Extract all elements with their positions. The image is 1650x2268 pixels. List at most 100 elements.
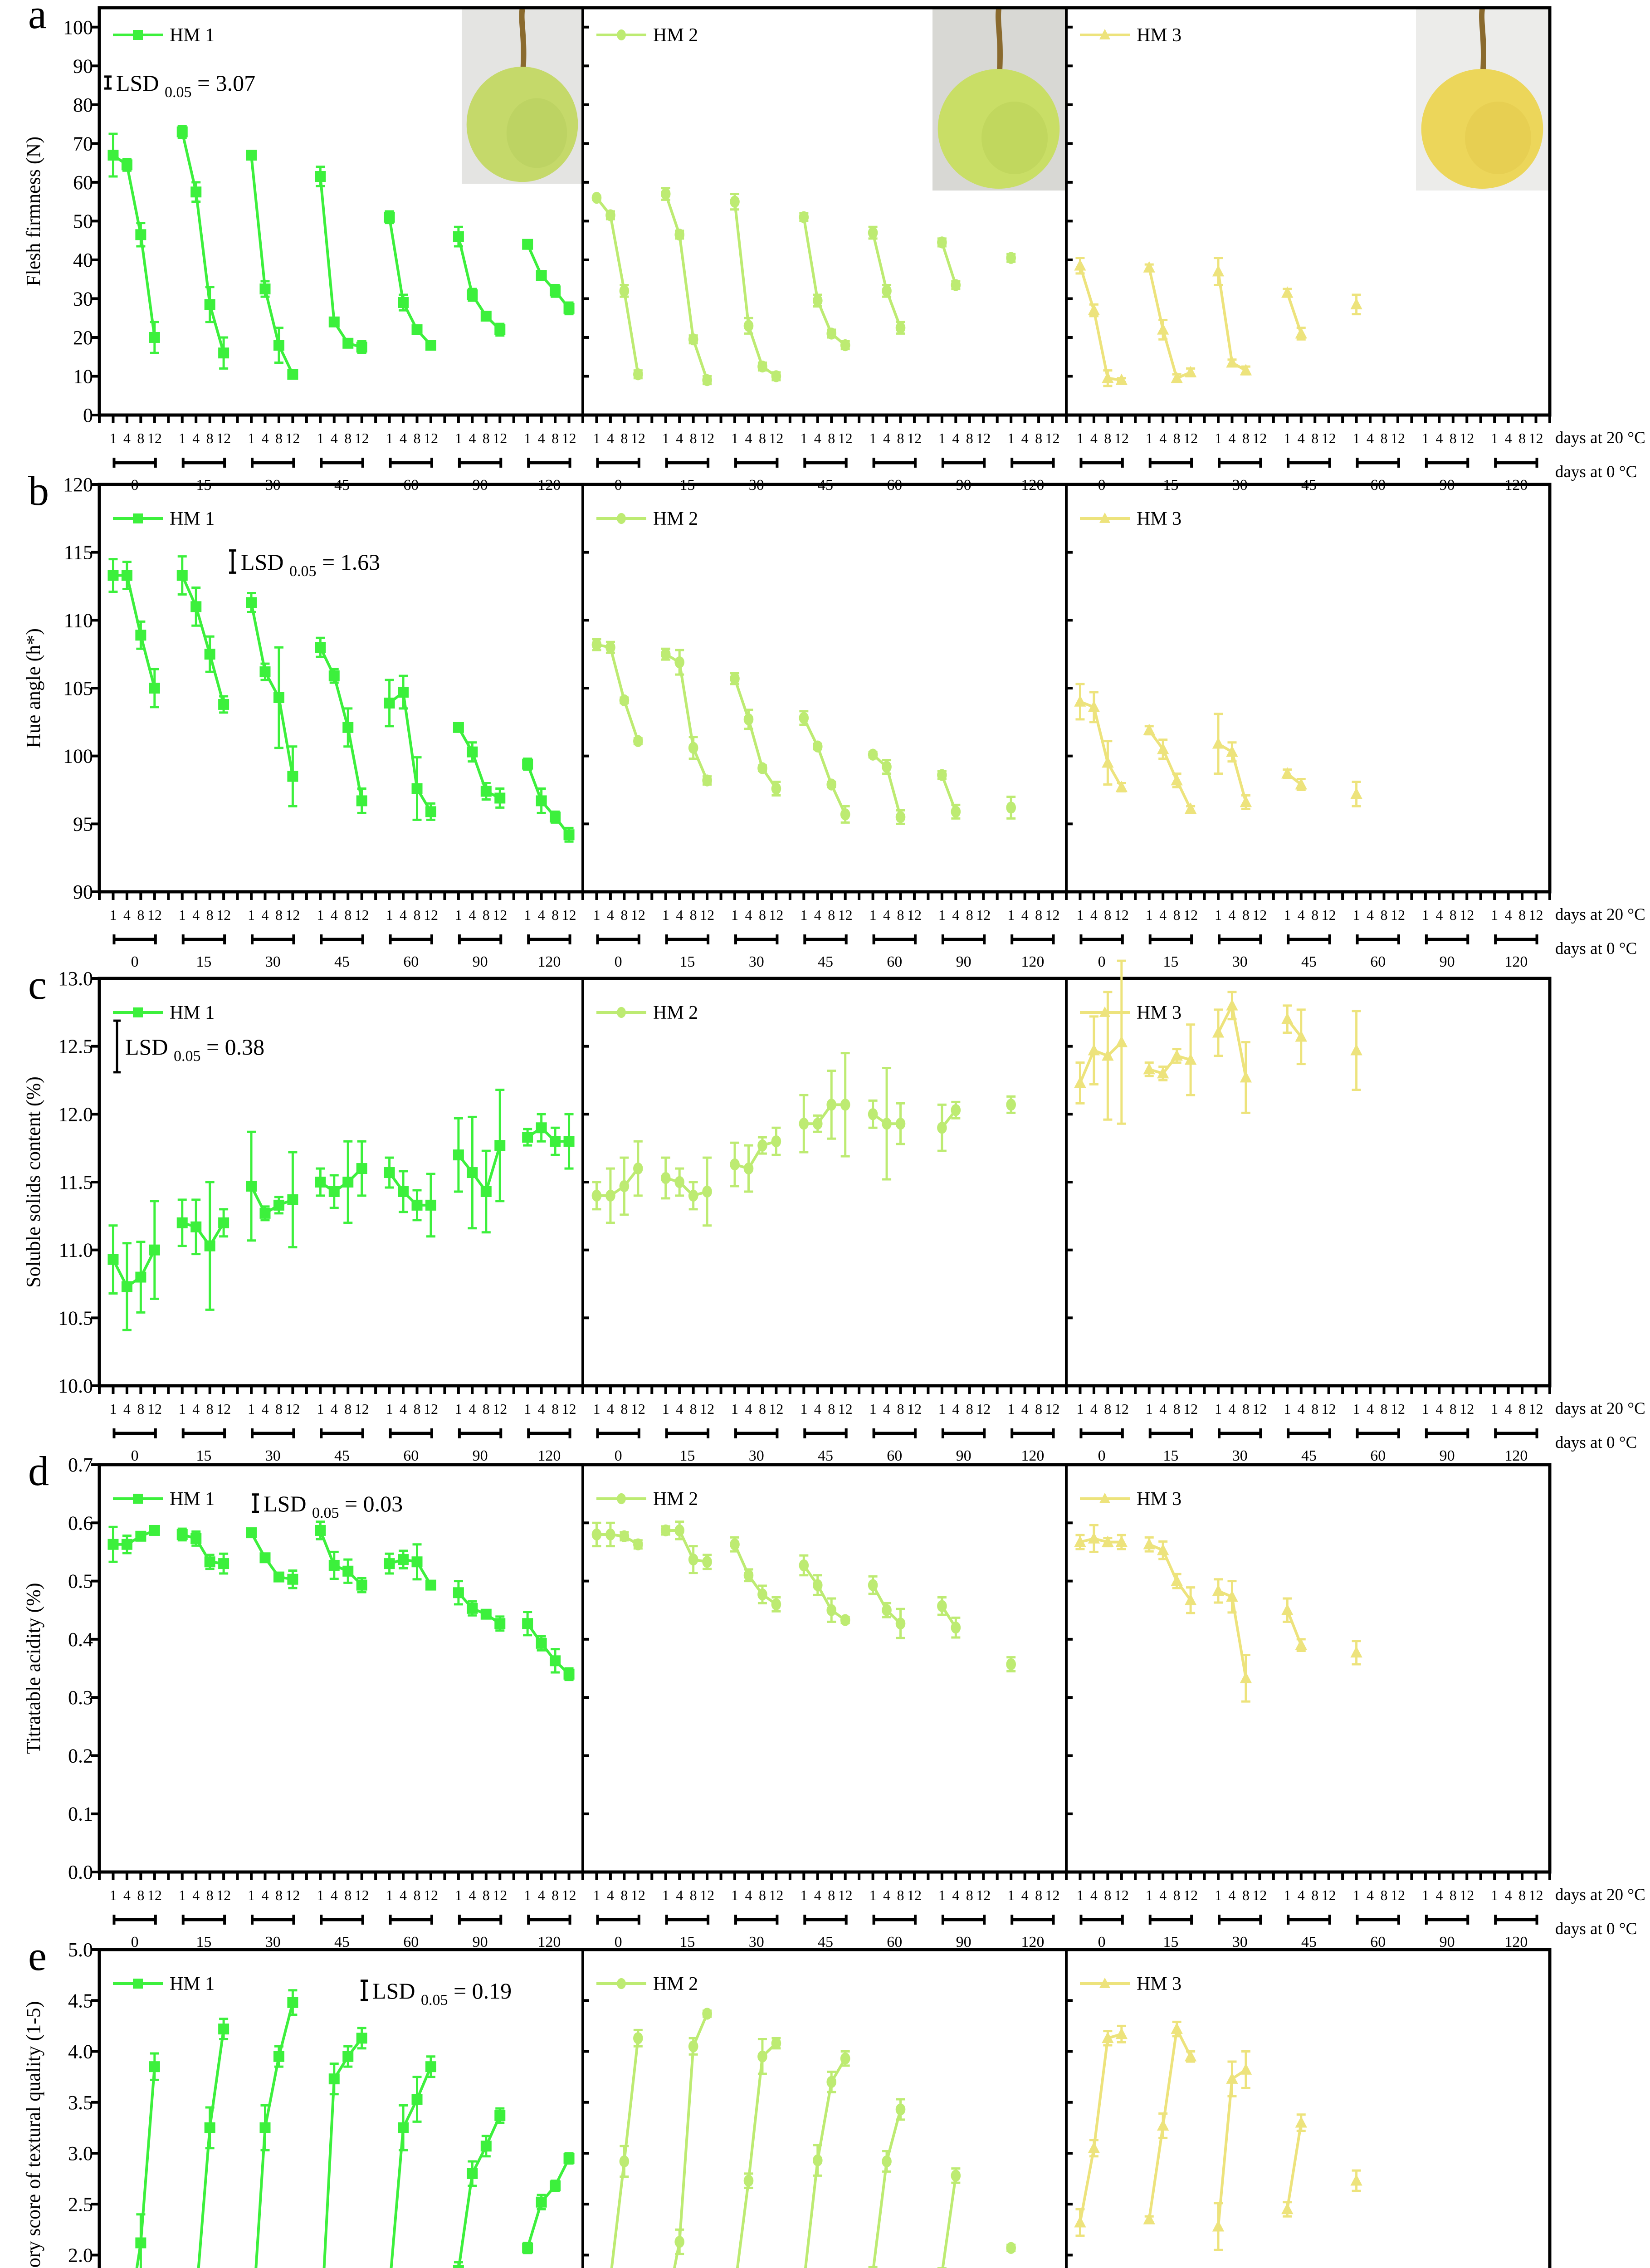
- x-tick-label: 1: [1422, 430, 1429, 446]
- triangle-marker-icon: [1157, 1544, 1169, 1555]
- x-group-label: 90: [473, 1934, 488, 1950]
- circle-marker-icon: [812, 1579, 823, 1591]
- square-marker-icon: [149, 683, 160, 694]
- x-tick-label: 12: [216, 907, 231, 923]
- x-group-label: 45: [818, 1934, 833, 1950]
- x-tick-label: 1: [800, 1401, 807, 1417]
- series-line: [390, 2066, 432, 2268]
- x-tick-label: 12: [1460, 430, 1474, 446]
- x-tick-label: 4: [1298, 1401, 1305, 1417]
- circle-marker-icon: [619, 1180, 630, 1193]
- x-tick-label: 8: [552, 907, 559, 923]
- triangle-marker-icon: [1088, 2141, 1100, 2153]
- x-group-label: 30: [749, 953, 764, 970]
- series-line: [736, 2042, 777, 2268]
- x-tick-label: 8: [966, 1401, 973, 1417]
- y-tick-label: 50: [73, 210, 93, 232]
- square-marker-icon: [259, 284, 271, 295]
- circle-marker-icon: [840, 2053, 850, 2065]
- x-group-label: 90: [473, 1447, 488, 1464]
- square-marker-icon: [204, 1240, 215, 1251]
- x-tick-label: 4: [1090, 907, 1098, 923]
- circle-marker-icon: [1006, 2242, 1016, 2254]
- circle-marker-icon: [937, 236, 947, 249]
- triangle-marker-icon: [1212, 737, 1225, 749]
- x-tick-label: 8: [1311, 1401, 1318, 1417]
- circle-marker-icon: [743, 1569, 754, 1581]
- triangle-marker-icon: [1226, 745, 1238, 757]
- x-group-label: 30: [265, 1447, 281, 1464]
- circle-marker-icon: [702, 1185, 712, 1198]
- x-tick-label: 1: [1007, 1887, 1015, 1903]
- square-marker-icon: [107, 149, 119, 161]
- y-tick-label: 95: [73, 813, 93, 835]
- square-marker-icon: [563, 2153, 575, 2164]
- circle-marker-icon: [674, 1176, 684, 1188]
- series-line: [665, 1529, 708, 1564]
- x-tick-label: 4: [1505, 1401, 1512, 1417]
- circle-marker-icon: [951, 279, 961, 291]
- circle-marker-icon: [868, 748, 878, 761]
- series-line: [1079, 2033, 1122, 2223]
- x-tick-label: 1: [1215, 1401, 1222, 1417]
- x-group-label: 60: [1370, 953, 1386, 970]
- x-tick-label: 12: [631, 907, 645, 923]
- square-marker-icon: [259, 2122, 271, 2133]
- x-tick-label: 8: [1173, 1401, 1181, 1417]
- x-tick-label: 4: [883, 430, 890, 446]
- legend-label: HM 3: [1137, 1002, 1181, 1023]
- circle-marker-icon: [660, 188, 671, 200]
- x-tick-label: 8: [1518, 907, 1526, 923]
- circle-marker-icon: [882, 2155, 892, 2168]
- triangle-marker-icon: [1240, 1672, 1252, 1683]
- square-marker-icon: [121, 159, 132, 171]
- x-group-label: 15: [196, 1934, 211, 1950]
- series-hm2: [591, 1052, 1016, 1227]
- series-line: [526, 1623, 570, 1675]
- panel-c: c Soluble solids content (%) 10.0 10.5 11.0 1…: [22, 959, 1645, 1464]
- x-tick-label: 8: [897, 1401, 904, 1417]
- x-tick-label: 8: [1381, 1887, 1388, 1903]
- triangle-marker-icon: [1295, 1638, 1307, 1650]
- x-tick-label: 4: [123, 1887, 131, 1903]
- x-tick-label: 8: [1035, 907, 1042, 923]
- x-tick-label: 1: [1007, 907, 1015, 923]
- x-tick-label: 1: [731, 907, 738, 923]
- legend-label: HM 1: [170, 508, 215, 529]
- triangle-marker-icon: [1281, 286, 1294, 298]
- square-marker-icon: [494, 792, 506, 804]
- circle-marker-icon: [617, 513, 626, 524]
- triangle-marker-icon: [1171, 774, 1183, 786]
- x-tick-label: 12: [976, 1401, 991, 1417]
- triangle-marker-icon: [1240, 2063, 1252, 2075]
- square-marker-icon: [563, 829, 575, 841]
- series-line: [1079, 1537, 1122, 1544]
- triangle-marker-icon: [1350, 1044, 1362, 1056]
- square-marker-icon: [398, 1186, 409, 1197]
- y-tick-label: 10.0: [58, 1375, 93, 1397]
- x-tick-label: 8: [206, 1887, 214, 1903]
- x-group-label: 90: [1440, 953, 1455, 970]
- y-axis-label: Soluble solids content (%): [22, 1076, 44, 1288]
- square-marker-icon: [522, 1132, 533, 1143]
- x-tick-label: 1: [1353, 430, 1360, 446]
- legend-label: HM 3: [1137, 1489, 1181, 1510]
- triangle-marker-icon: [1350, 787, 1362, 799]
- triangle-marker-icon: [1099, 29, 1111, 39]
- x-tick-label: 4: [1505, 430, 1512, 446]
- x-tick-label: 4: [607, 1401, 614, 1417]
- square-marker-icon: [135, 2237, 146, 2248]
- series-line: [872, 2109, 902, 2268]
- x-tick-label: 1: [248, 430, 255, 446]
- square-marker-icon: [190, 186, 202, 198]
- x-tick-label: 1: [938, 1401, 946, 1417]
- x-tick-label: 8: [759, 907, 766, 923]
- y-tick-label: 0.1: [68, 1803, 93, 1825]
- circle-marker-icon: [771, 782, 781, 795]
- circle-marker-icon: [937, 1600, 947, 1612]
- x-group-label: 0: [615, 1934, 622, 1950]
- circle-marker-icon: [771, 1135, 781, 1148]
- x-group-label: 0: [131, 953, 139, 970]
- circle-marker-icon: [619, 1530, 630, 1542]
